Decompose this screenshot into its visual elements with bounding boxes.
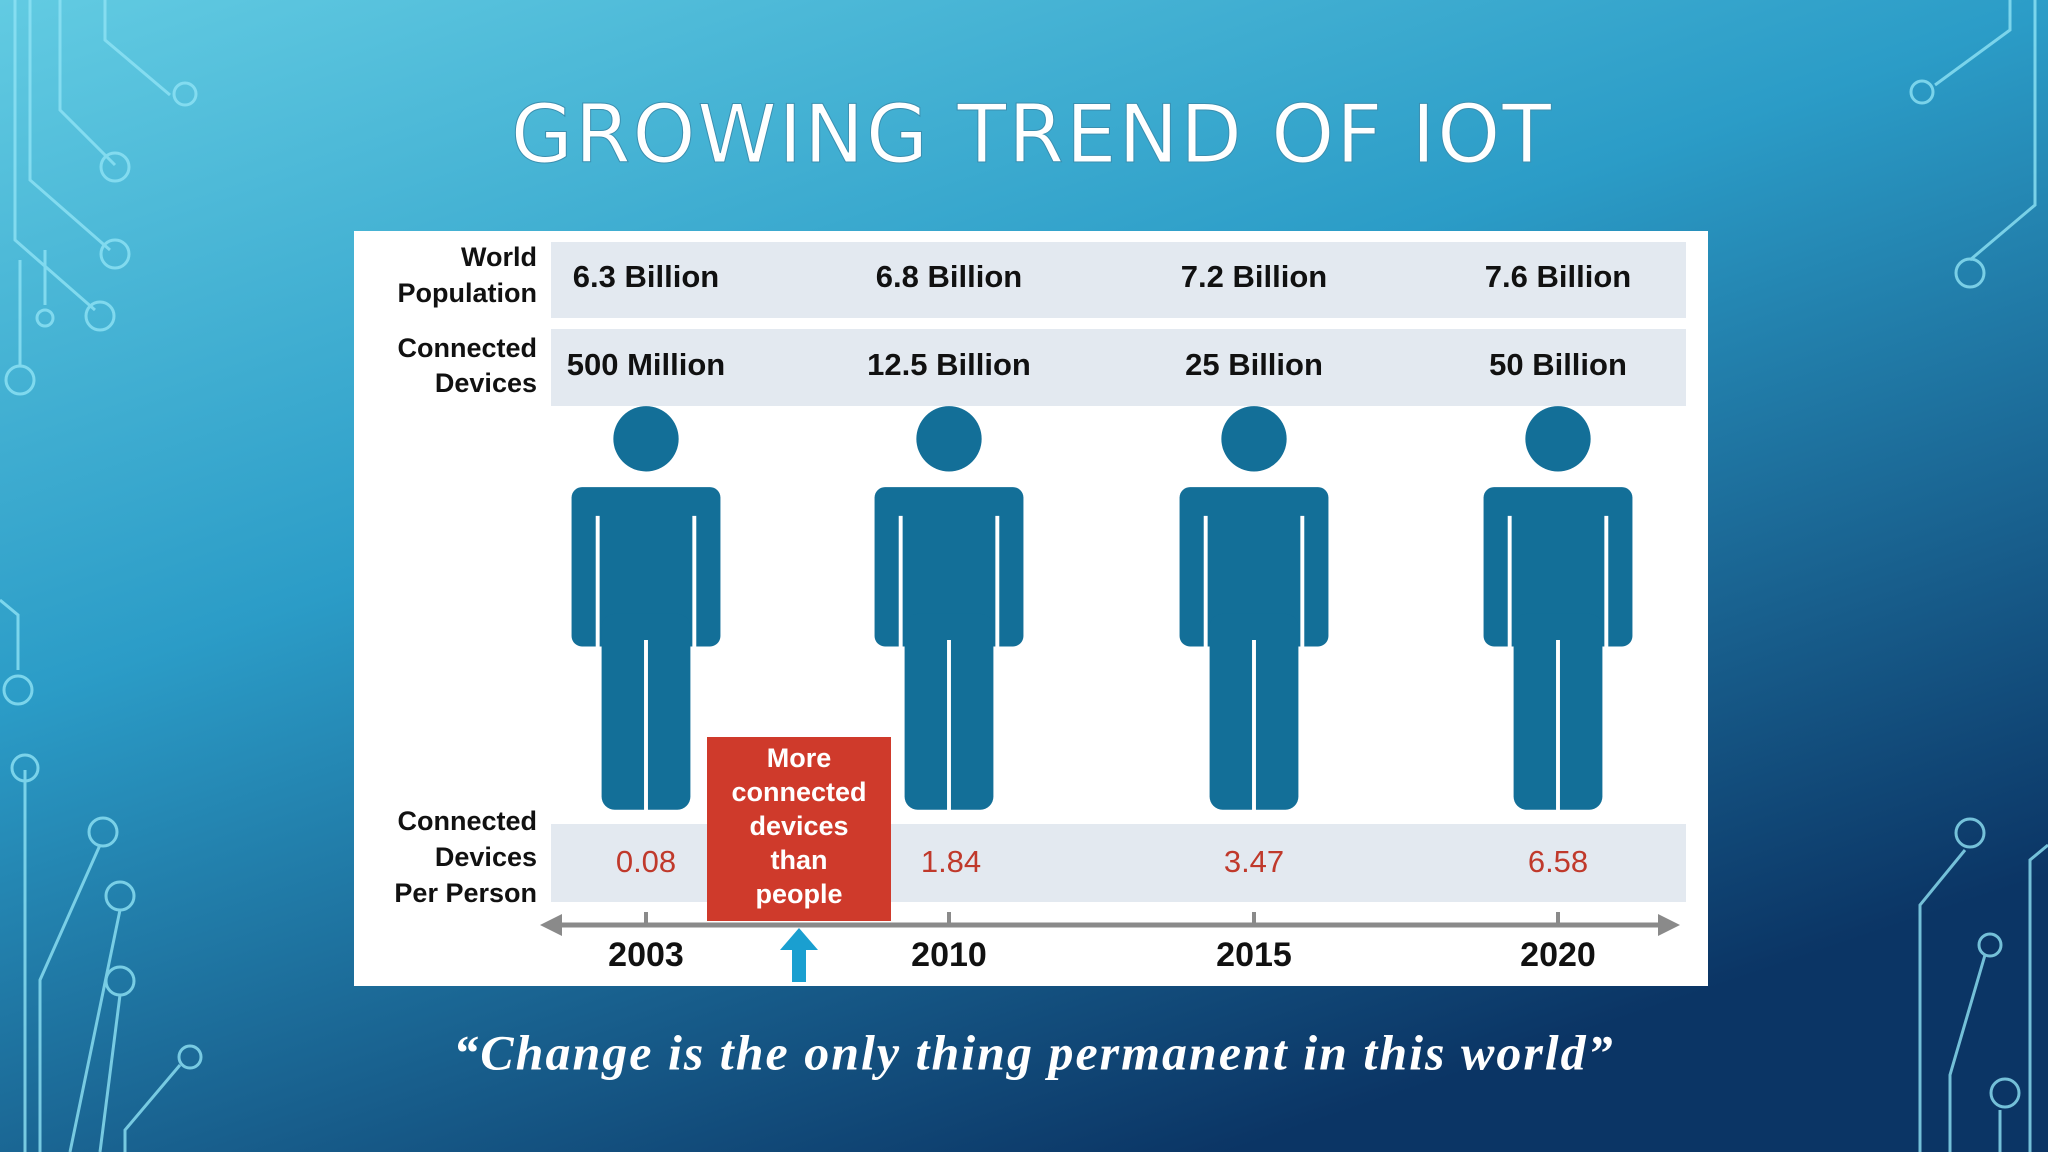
callout-text: than <box>771 845 828 875</box>
per-person-value: 6.58 <box>1528 844 1588 879</box>
row-label: Connected <box>397 806 537 836</box>
devices-value: 25 Billion <box>1185 347 1323 382</box>
row-label: Per Person <box>394 878 537 908</box>
slide-title: GROWING TREND OF IOT <box>511 88 1553 181</box>
callout-box <box>707 737 891 921</box>
row-label: Devices <box>435 842 537 872</box>
row-label: World <box>461 242 537 272</box>
row-band <box>551 329 1686 406</box>
person-head <box>613 406 679 472</box>
population-value: 6.8 Billion <box>876 259 1022 294</box>
quote: “Change is the only thing permanent in t… <box>453 1024 1614 1080</box>
devices-value: 50 Billion <box>1489 347 1627 382</box>
devices-value: 12.5 Billion <box>867 347 1031 382</box>
years-value: 2015 <box>1216 936 1292 974</box>
person-icon <box>571 406 721 813</box>
person-body <box>874 487 1024 647</box>
per-person-value: 3.47 <box>1224 844 1284 879</box>
row-band <box>551 242 1686 318</box>
row-label: Population <box>398 278 537 308</box>
person-body <box>1483 487 1633 647</box>
callout-text: connected <box>731 777 866 807</box>
callout-text: people <box>755 879 842 909</box>
callout-arrow <box>780 928 818 982</box>
callout-text: devices <box>749 811 848 841</box>
person-icon <box>1179 406 1329 813</box>
person-head <box>916 406 982 472</box>
per-person-value: 0.08 <box>616 844 676 879</box>
person-head <box>1221 406 1287 472</box>
years-value: 2020 <box>1520 936 1596 974</box>
per-person-value: 1.84 <box>921 844 981 879</box>
population-value: 7.2 Billion <box>1181 259 1327 294</box>
person-icon <box>874 406 1024 813</box>
person-head <box>1525 406 1591 472</box>
row-label: Connected <box>397 333 537 363</box>
person-icon <box>1483 406 1633 813</box>
person-body <box>1179 487 1329 647</box>
row-label: Devices <box>435 368 537 398</box>
years-value: 2010 <box>911 936 987 974</box>
person-body <box>571 487 721 647</box>
devices-value: 500 Million <box>567 347 725 382</box>
population-value: 6.3 Billion <box>573 259 719 294</box>
callout-text: More <box>767 743 832 773</box>
years-value: 2003 <box>608 936 684 974</box>
population-value: 7.6 Billion <box>1485 259 1631 294</box>
